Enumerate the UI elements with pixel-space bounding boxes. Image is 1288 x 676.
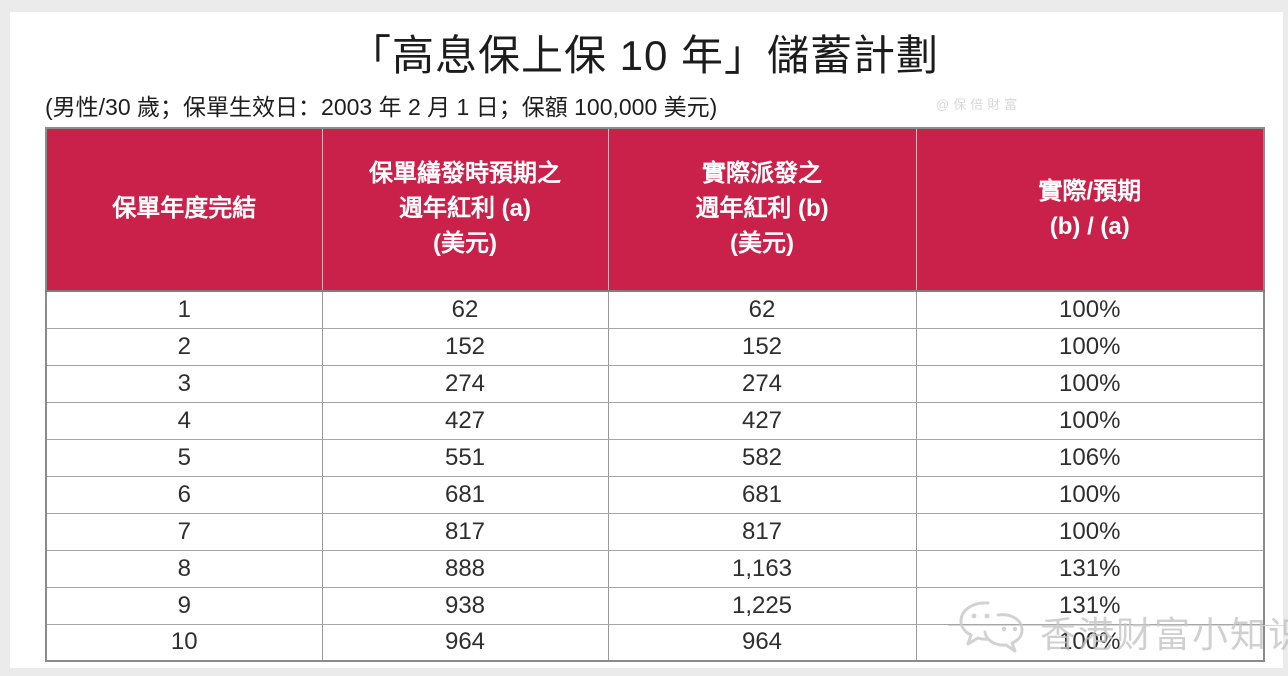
cell-expected-dividend: 152 (321, 327, 609, 366)
table-row: 8 888 1,163 131% (45, 549, 1265, 588)
watermark-top-text: @保倍財富 (936, 97, 1022, 112)
cell-policy-year: 2 (45, 327, 323, 366)
cell-expected-dividend: 274 (321, 364, 609, 403)
wechat-icon (959, 601, 1024, 653)
cell-expected-dividend: 964 (321, 623, 609, 662)
col-header-expected-dividend: 保單繕發時預期之 週年紅利 (a) (美元) (321, 127, 609, 292)
cell-expected-dividend: 888 (321, 549, 609, 588)
cell-actual-dividend: 274 (607, 364, 917, 403)
cell-actual-dividend: 427 (607, 401, 917, 440)
cell-policy-year: 5 (45, 438, 323, 477)
watermark-bottom: 香港财富小知识 (948, 592, 1288, 664)
cell-ratio: 100% (915, 512, 1265, 551)
cell-expected-dividend: 427 (321, 401, 609, 440)
watermark-bottom-text: 香港财富小知识 (1040, 614, 1288, 655)
table-row: 6 681 681 100% (45, 475, 1265, 514)
cell-ratio: 100% (915, 401, 1265, 440)
cell-policy-year: 4 (45, 401, 323, 440)
cell-ratio: 100% (915, 290, 1265, 329)
table-header-row: 保單年度完結 保單繕發時預期之 週年紅利 (a) (美元) 實際派發之 週年紅利… (45, 127, 1265, 292)
table-row: 10 964 964 100% (45, 623, 1265, 662)
cell-policy-year: 6 (45, 475, 323, 514)
cell-policy-year: 7 (45, 512, 323, 551)
col-header-actual-vs-expected: 實際/預期 (b) / (a) (915, 127, 1265, 292)
col-header-policy-year: 保單年度完結 (45, 127, 323, 292)
cell-ratio: 100% (915, 475, 1265, 514)
cell-policy-year: 9 (45, 586, 323, 625)
cell-expected-dividend: 938 (321, 586, 609, 625)
page-title: 「高息保上保 10 年」儲蓄計劃 (348, 32, 940, 79)
cell-actual-dividend: 681 (607, 475, 917, 514)
cell-policy-year: 1 (45, 290, 323, 329)
plan-details-subtitle: (男性/30 歲；保單生效日：2003 年 2 月 1 日；保額 100,000… (45, 94, 718, 120)
cell-actual-dividend: 62 (607, 290, 917, 329)
table-row: 3 274 274 100% (45, 364, 1265, 403)
cell-expected-dividend: 62 (321, 290, 609, 329)
col-header-actual-dividend: 實際派發之 週年紅利 (b) (美元) (607, 127, 917, 292)
table-row: 4 427 427 100% (45, 401, 1265, 440)
cell-expected-dividend: 817 (321, 512, 609, 551)
cell-ratio: 100% (915, 327, 1265, 366)
cell-actual-dividend: 817 (607, 512, 917, 551)
cell-policy-year: 8 (45, 549, 323, 588)
cell-expected-dividend: 551 (321, 438, 609, 477)
cell-ratio: 131% (915, 549, 1265, 588)
cell-actual-dividend: 964 (607, 623, 917, 662)
cell-actual-dividend: 582 (607, 438, 917, 477)
table-row: 7 817 817 100% (45, 512, 1265, 551)
dividend-table: 保單年度完結 保單繕發時預期之 週年紅利 (a) (美元) 實際派發之 週年紅利… (45, 127, 1265, 662)
cell-policy-year: 3 (45, 364, 323, 403)
table-row: 5 551 582 106% (45, 438, 1265, 477)
cell-actual-dividend: 1,225 (607, 586, 917, 625)
cell-ratio: 100% (915, 364, 1265, 403)
watermark-line (948, 625, 1286, 626)
cell-expected-dividend: 681 (321, 475, 609, 514)
table-row: 2 152 152 100% (45, 327, 1265, 366)
cell-ratio: 106% (915, 438, 1265, 477)
cell-ratio: 100% (915, 623, 1265, 662)
cell-policy-year: 10 (45, 623, 323, 662)
cell-actual-dividend: 152 (607, 327, 917, 366)
table-row: 1 62 62 100% (45, 290, 1265, 329)
cell-actual-dividend: 1,163 (607, 549, 917, 588)
